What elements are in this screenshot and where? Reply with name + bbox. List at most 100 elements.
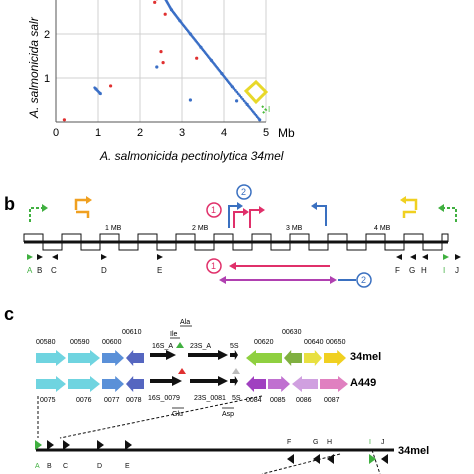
x-tick-label: 4 [221, 127, 227, 139]
marker-label: I [443, 266, 445, 275]
bottom-marker-label: I [369, 439, 371, 446]
reverse-match-point [161, 61, 165, 65]
marker-triangle [396, 254, 402, 260]
zoom-line-right [59, 395, 263, 439]
gene-arrow-0076 [68, 376, 100, 392]
gene-arrow-00600 [102, 350, 124, 366]
forward-match-point [257, 116, 260, 120]
forward-match-point [99, 92, 102, 96]
marker-triangle [410, 254, 416, 260]
forward-match-point [231, 85, 234, 89]
gene-arrow-00630 [284, 350, 302, 366]
circle-2-bottom [356, 272, 372, 288]
gene-arrow-0075 [36, 376, 66, 392]
marker-label: F [395, 266, 400, 275]
gene-id-row2: 0077 [104, 397, 120, 404]
marker-triangle [443, 254, 449, 260]
panel-a-dotplot: A. salmonicida salr A. salmonicida pecti… [27, 0, 295, 163]
highlight-diamond [243, 79, 269, 105]
circle-2-top-label: 2 [241, 187, 246, 197]
gene-id-row1: 00650 [326, 339, 346, 346]
scale-1mb: 1 MB [105, 225, 122, 232]
forward-match-point [241, 97, 244, 101]
bottom-marker-label: F [287, 439, 291, 446]
bottom-marker-triangle [287, 454, 294, 464]
marker-label: A [27, 266, 33, 275]
panel-c-label: c [4, 304, 14, 324]
gene-id-row2: 0084 [246, 397, 262, 404]
forward-match-point [236, 92, 240, 96]
forward-match-point [244, 101, 247, 104]
gene-id-row2: 0086 [296, 397, 312, 404]
marker-label: G [409, 266, 415, 275]
y-axis-label: A. salmonicida salr [27, 16, 41, 119]
scale-2mb: 2 MB [192, 225, 209, 232]
x-tick-label: 5 [263, 127, 269, 139]
forward-match-point [234, 89, 237, 92]
x-tick-label: 1 [95, 127, 101, 139]
bottom-marker-triangle [125, 440, 132, 450]
rrna-16s-0079: 16S_0079 [148, 395, 180, 402]
circle-1-top [206, 202, 222, 218]
circle-2-bottom-label: 2 [361, 275, 366, 285]
reverse-match-point [163, 12, 167, 16]
rrna-23s-0081: 23S_0081 [194, 395, 226, 402]
gene-id-row1: 00590 [70, 339, 90, 346]
gene-id-row2: 0076 [76, 397, 92, 404]
genome-track-wave [23, 233, 449, 251]
rrna-16s-a: 16S_A [152, 343, 173, 350]
flag-marker-label: I [268, 105, 270, 114]
rrna-23s-0081-arrow [190, 376, 228, 386]
gene-arrow-0087 [320, 376, 348, 392]
bottom-marker-triangle [63, 440, 70, 450]
forward-match-point [188, 98, 192, 102]
scale-4mb: 4 MB [374, 225, 391, 232]
marker-label: C [51, 266, 57, 275]
blue-insertion-arrow [228, 205, 238, 228]
gene-id-row1: 00620 [254, 339, 274, 346]
trna-ala-label: Ala [180, 319, 190, 326]
row2-genome-label: A449 [350, 377, 376, 389]
rrna-16s-arrow [150, 350, 176, 360]
gene-id-row1: 00600 [102, 339, 122, 346]
x-tick-label: 2 [137, 127, 143, 139]
forward-match-point [235, 99, 239, 103]
green-dashed-arrow-right [442, 207, 457, 222]
gene-arrow-00640 [304, 350, 322, 366]
blue-insertion-arrow-2 [316, 205, 327, 226]
gene-arrow-0084 [246, 376, 266, 392]
bottom-marker-triangle [327, 454, 334, 464]
gene-arrow-00620 [246, 350, 282, 366]
zoom-line-right2 [371, 449, 381, 474]
gene-arrow-0077 [102, 376, 124, 392]
rrna-5s-a: 5S [230, 343, 239, 350]
gene-id-row2: 0075 [40, 397, 56, 404]
yellow-inversion-icon [400, 196, 418, 218]
forward-match-point [242, 99, 246, 103]
marker-triangle [37, 254, 43, 260]
gene-id-row1: 00640 [304, 339, 324, 346]
bottom-marker-triangle [47, 440, 54, 450]
gene-id-row2: 0085 [270, 397, 286, 404]
pink-insertion-arrow-2 [249, 209, 260, 228]
trna-asp-label: Asp [222, 411, 234, 418]
marker-label: J [455, 266, 459, 275]
reverse-match-point [109, 84, 113, 88]
gene-arrow-00590 [68, 350, 100, 366]
rrna-5s-arrow [230, 350, 238, 360]
forward-match-point [155, 65, 159, 69]
gene-arrow-0086 [292, 376, 318, 392]
gene-arrow-0085 [268, 376, 290, 392]
marker-label: D [101, 266, 107, 275]
circle-2-top [236, 184, 252, 200]
gene-arrow-00650 [324, 350, 346, 366]
gene-arrow-00610 [126, 350, 144, 366]
y-tick-label: 1 [44, 73, 50, 85]
bottom-marker-triangle [313, 454, 320, 464]
y-tick-label: 2 [44, 29, 50, 41]
bottom-marker-label: E [125, 463, 130, 470]
x-tick-label: 0 [53, 127, 59, 139]
bottom-marker-triangle [35, 440, 42, 450]
